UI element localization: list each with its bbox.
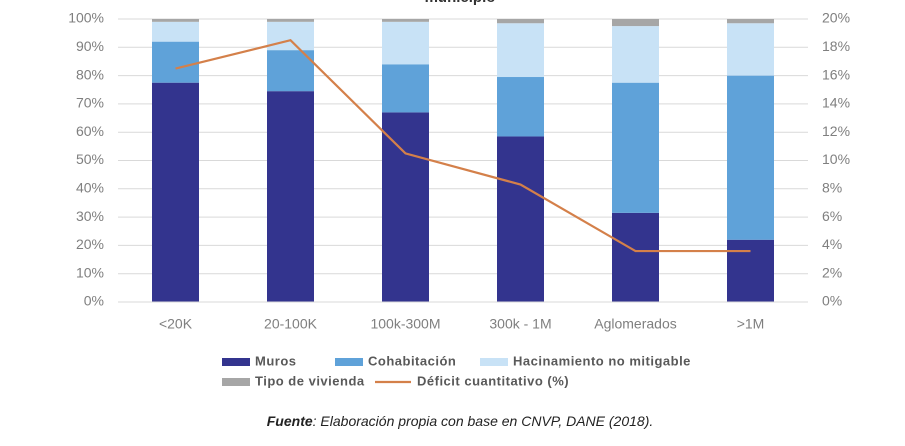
bar-segment	[267, 91, 314, 302]
bar-segment	[612, 212, 659, 302]
line	[175, 39, 751, 253]
bar-segment	[612, 19, 659, 27]
bar-segment	[382, 19, 429, 22]
legend-swatch	[222, 358, 250, 366]
chart-title: municipio	[425, 0, 496, 6]
y-tick-label: 50%	[76, 151, 104, 167]
source-note: Fuente: Elaboración propia con base en C…	[267, 413, 654, 429]
x-tick-label: 100k-300M	[370, 316, 440, 332]
legend-label: Tipo de vivienda	[255, 373, 365, 388]
source-text: : Elaboración propia con base en CNVP, D…	[313, 413, 654, 429]
legend-label: Hacinamiento no mitigable	[513, 353, 691, 368]
bar-segment	[267, 21, 314, 51]
bar-segment	[267, 19, 314, 22]
legend-label: Déficit cuantitativo (%)	[417, 373, 569, 388]
bar-segment	[382, 64, 429, 113]
x-tick-label: <20K	[159, 316, 193, 332]
bar-segment	[497, 23, 544, 78]
bar-segment	[152, 41, 199, 83]
y2-tick-label: 0%	[822, 293, 842, 309]
legend-swatch	[480, 358, 508, 366]
bar-segment	[152, 19, 199, 22]
y-tick-label: 80%	[76, 66, 104, 82]
x-tick-label: 20-100K	[264, 316, 318, 332]
y2-tick-label: 8%	[822, 180, 842, 196]
y-tick-label: 0%	[84, 293, 104, 309]
y2-tick-label: 18%	[822, 38, 850, 54]
bar-segment	[727, 23, 774, 76]
bar-segment	[612, 26, 659, 83]
y-tick-label: 90%	[76, 38, 104, 54]
bar-segment	[727, 75, 774, 240]
bar-segment	[152, 21, 199, 42]
y2-tick-label: 20%	[822, 10, 850, 26]
bar-segment	[497, 19, 544, 24]
bar-segment	[382, 112, 429, 302]
y2-tick-label: 14%	[822, 95, 850, 111]
y-tick-label: 20%	[76, 236, 104, 252]
y-tick-label: 40%	[76, 180, 104, 196]
bar-segment	[612, 82, 659, 213]
source-label: Fuente	[267, 413, 313, 429]
bar-segment	[727, 239, 774, 302]
legend-label: Muros	[255, 353, 297, 368]
legend-swatch	[335, 358, 363, 366]
x-tick-label: Aglomerados	[594, 316, 677, 332]
legend-swatch	[222, 378, 250, 386]
y-tick-label: 100%	[68, 10, 104, 26]
y2-tick-label: 12%	[822, 123, 850, 139]
y-tick-label: 60%	[76, 123, 104, 139]
bar-segment	[497, 77, 544, 137]
bar-segment	[382, 21, 429, 65]
bar-segment	[727, 19, 774, 24]
y-tick-label: 30%	[76, 208, 104, 224]
y2-tick-label: 16%	[822, 66, 850, 82]
y-tick-label: 10%	[76, 264, 104, 280]
y2-tick-label: 4%	[822, 236, 842, 252]
y2-tick-label: 2%	[822, 264, 842, 280]
y-tick-label: 70%	[76, 95, 104, 111]
x-tick-label: 300k - 1M	[489, 316, 551, 332]
y2-tick-label: 10%	[822, 151, 850, 167]
bar-segment	[497, 136, 544, 302]
y2-tick-label: 6%	[822, 208, 842, 224]
bar-segment	[152, 82, 199, 302]
legend-label: Cohabitación	[368, 353, 456, 368]
x-tick-label: >1M	[737, 316, 765, 332]
